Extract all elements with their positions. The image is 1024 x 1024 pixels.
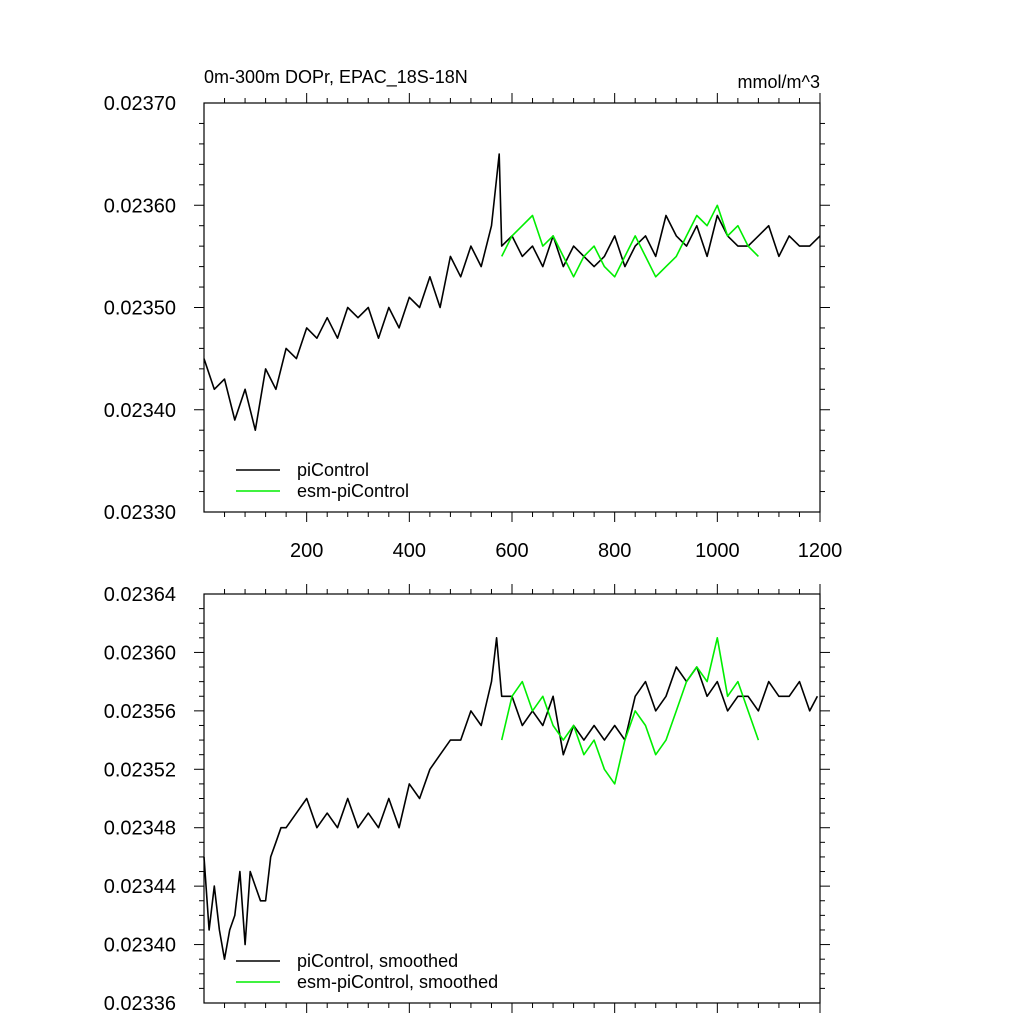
x-tick-label: 400 bbox=[393, 540, 426, 562]
y-tick-label: 0.02356 bbox=[104, 701, 176, 723]
y-tick-label: 0.02360 bbox=[104, 195, 176, 217]
top-legend: piControl esm-piControl bbox=[236, 460, 409, 501]
y-tick-label: 0.02360 bbox=[104, 642, 176, 664]
plot-title: 0m-300m DOPr, EPAC_18S-18N bbox=[204, 67, 468, 88]
legend-label-esm-picontrol-smoothed: esm-piControl, smoothed bbox=[297, 972, 498, 992]
y-tick-label: 0.02330 bbox=[104, 502, 176, 524]
x-tick-label: 600 bbox=[495, 540, 528, 562]
x-tick-label: 800 bbox=[598, 540, 631, 562]
y-tick-label: 0.02340 bbox=[104, 400, 176, 422]
x-tick-label: 1000 bbox=[695, 540, 740, 562]
bottom-tick-layer: 0.02336 0.02340 0.02344 0.02348 0.02352 0.023… bbox=[104, 584, 830, 1015]
y-tick-label: 0.02352 bbox=[104, 759, 176, 781]
legend-label-esm-picontrol: esm-piControl bbox=[297, 481, 409, 501]
bottom-plot-frame bbox=[203, 593, 821, 1004]
series-line-picontrol-smoothed bbox=[203, 636, 819, 961]
legend-label-picontrol: piControl bbox=[297, 460, 369, 480]
y-tick-label: 0.02348 bbox=[104, 818, 176, 840]
top-series-layer bbox=[203, 153, 821, 432]
series-line-picontrol bbox=[203, 153, 821, 432]
y-tick-label: 0.02364 bbox=[104, 584, 176, 606]
top-tick-layer: 200 400 600 800 1000 1200 0.02330 0.02340 0.0235… bbox=[104, 93, 843, 562]
top-plot-frame bbox=[203, 102, 821, 513]
y-tick-label: 0.02350 bbox=[104, 298, 176, 320]
x-tick-label: 1200 bbox=[798, 540, 843, 562]
legend-label-picontrol-smoothed: piControl, smoothed bbox=[297, 951, 458, 971]
y-tick-label: 0.02370 bbox=[104, 93, 176, 115]
x-tick-label: 200 bbox=[290, 540, 323, 562]
bottom-panel: 0.02336 0.02340 0.02344 0.02348 0.02352 0.023… bbox=[104, 584, 830, 1015]
units-label: mmol/m^3 bbox=[738, 72, 820, 92]
bottom-series-layer bbox=[203, 636, 819, 961]
y-tick-label: 0.02340 bbox=[104, 935, 176, 957]
y-tick-label: 0.02336 bbox=[104, 993, 176, 1015]
top-panel: 0m-300m DOPr, EPAC_18S-18N mmol/m^3 200 4… bbox=[104, 67, 843, 562]
y-tick-label: 0.02344 bbox=[104, 876, 176, 898]
series-line-esm-picontrol bbox=[500, 204, 759, 278]
bottom-legend: piControl, smoothed esm-piControl, smoot… bbox=[236, 951, 498, 992]
series-line-esm-picontrol-smoothed bbox=[500, 636, 760, 785]
